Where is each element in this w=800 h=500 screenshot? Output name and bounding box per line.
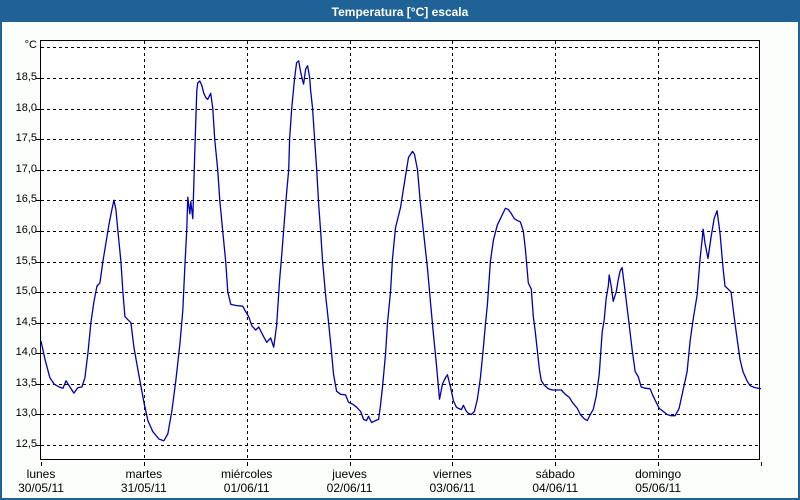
y-axis-tick-label: 15,0 [15,285,37,298]
x-axis-day-label: miércoles 01/06/11 [202,467,292,495]
chart-plot-area [36,40,762,466]
y-axis-tick-label: 17,5 [15,132,37,145]
day-date-label: 01/06/11 [223,481,270,495]
h-gridlines [41,47,761,446]
y-axis-tick-label: 17,0 [15,162,37,175]
day-name-label: martes [125,467,163,481]
day-name-label: miércoles [221,467,273,481]
y-axis-tick-label: 13,0 [15,407,37,420]
x-axis-day-label: domingo 05/06/11 [613,467,703,495]
y-axis-tick-label: 18,5 [15,70,37,83]
window-title: Temperatura [°C] escala [331,5,469,19]
day-name-label: viernes [433,467,472,481]
y-axis-tick-label: 18,0 [15,101,37,114]
y-axis-tick-label: 14,5 [15,315,37,328]
x-axis-day-label: martes 31/05/11 [99,467,189,495]
temperature-line-chart [36,41,762,466]
day-date-label: 30/05/11 [18,481,64,495]
day-date-label: 03/06/11 [429,481,476,495]
v-gridlines [144,41,659,461]
y-axis-tick-label: 16,5 [15,193,37,206]
x-axis-day-label: jueves 02/06/11 [305,467,395,495]
x-axis-day-label: sábado 04/06/11 [510,467,600,495]
y-axis-tick-label: 16,0 [15,223,37,236]
y-axis-tick-label: 13,5 [15,376,37,389]
day-name-label: jueves [332,467,367,481]
temperature-series-line [40,60,762,442]
x-axis-day-label: lunes 30/05/11 [2,467,86,495]
y-axis-tick-label: 14,0 [15,346,37,359]
day-date-label: 04/06/11 [532,481,579,495]
day-name-label: domingo [635,467,682,481]
y-axis-tick-label: 15,5 [15,254,37,267]
day-name-label: sábado [535,467,575,481]
day-name-label: lunes [26,467,56,481]
y-axis-unit-label: °C [24,39,37,51]
y-axis-tick-label: 12,5 [15,438,37,451]
day-date-label: 31/05/11 [120,481,167,495]
axis-ticks [36,78,762,466]
day-date-label: 02/06/11 [326,481,373,495]
day-date-label: 05/06/11 [635,481,682,495]
title-bar[interactable]: Temperatura [°C] escala [2,2,798,22]
x-axis-day-label: viernes 03/06/11 [407,467,497,495]
